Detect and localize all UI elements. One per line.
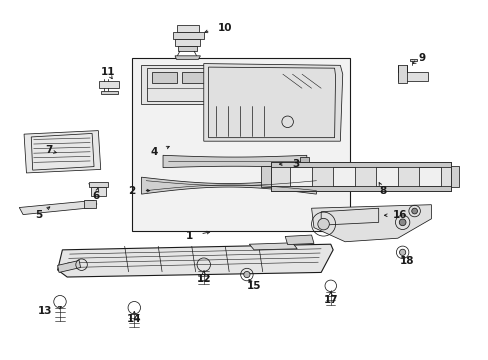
Polygon shape	[175, 39, 200, 46]
Polygon shape	[289, 167, 311, 186]
Polygon shape	[409, 59, 416, 61]
Text: 18: 18	[399, 256, 414, 266]
Polygon shape	[91, 187, 105, 196]
Polygon shape	[449, 166, 458, 187]
Text: 5: 5	[35, 210, 42, 220]
Text: 1: 1	[185, 231, 193, 242]
Polygon shape	[299, 157, 308, 166]
Text: 10: 10	[218, 23, 232, 33]
Polygon shape	[172, 32, 203, 39]
Text: 12: 12	[196, 274, 211, 284]
Text: 6: 6	[92, 191, 100, 201]
Polygon shape	[163, 155, 306, 168]
Polygon shape	[376, 167, 397, 186]
Text: 16: 16	[392, 210, 407, 220]
Ellipse shape	[399, 219, 405, 226]
Polygon shape	[101, 91, 117, 94]
Polygon shape	[141, 66, 218, 104]
Text: 17: 17	[323, 295, 337, 305]
Polygon shape	[177, 25, 199, 32]
Polygon shape	[419, 167, 440, 186]
Text: 2: 2	[128, 186, 135, 195]
Ellipse shape	[244, 271, 249, 278]
Text: 3: 3	[292, 159, 299, 169]
Ellipse shape	[399, 249, 405, 256]
Text: 15: 15	[246, 281, 261, 291]
Polygon shape	[311, 205, 430, 242]
Text: 9: 9	[417, 53, 425, 63]
Text: 14: 14	[127, 314, 142, 324]
Polygon shape	[285, 235, 313, 244]
Polygon shape	[152, 72, 177, 83]
Polygon shape	[270, 186, 449, 190]
Text: 13: 13	[37, 306, 52, 315]
Polygon shape	[141, 177, 316, 194]
Polygon shape	[89, 183, 108, 187]
Ellipse shape	[411, 208, 417, 214]
Polygon shape	[24, 131, 101, 173]
Bar	[132, 58, 349, 231]
Polygon shape	[203, 64, 342, 141]
Polygon shape	[182, 72, 207, 83]
Polygon shape	[58, 260, 81, 273]
Polygon shape	[249, 243, 297, 250]
Ellipse shape	[317, 219, 328, 230]
Text: 7: 7	[45, 145, 53, 155]
Polygon shape	[175, 56, 200, 59]
Text: 11: 11	[101, 67, 115, 77]
Polygon shape	[270, 162, 449, 190]
Polygon shape	[99, 81, 119, 88]
Polygon shape	[84, 201, 96, 207]
Polygon shape	[397, 66, 407, 83]
Polygon shape	[332, 167, 354, 186]
Polygon shape	[261, 166, 270, 187]
Polygon shape	[19, 201, 97, 215]
Polygon shape	[397, 72, 427, 81]
Polygon shape	[58, 244, 332, 277]
Text: 4: 4	[151, 147, 158, 157]
Polygon shape	[178, 46, 196, 51]
Polygon shape	[270, 162, 449, 167]
Text: 8: 8	[379, 186, 386, 195]
